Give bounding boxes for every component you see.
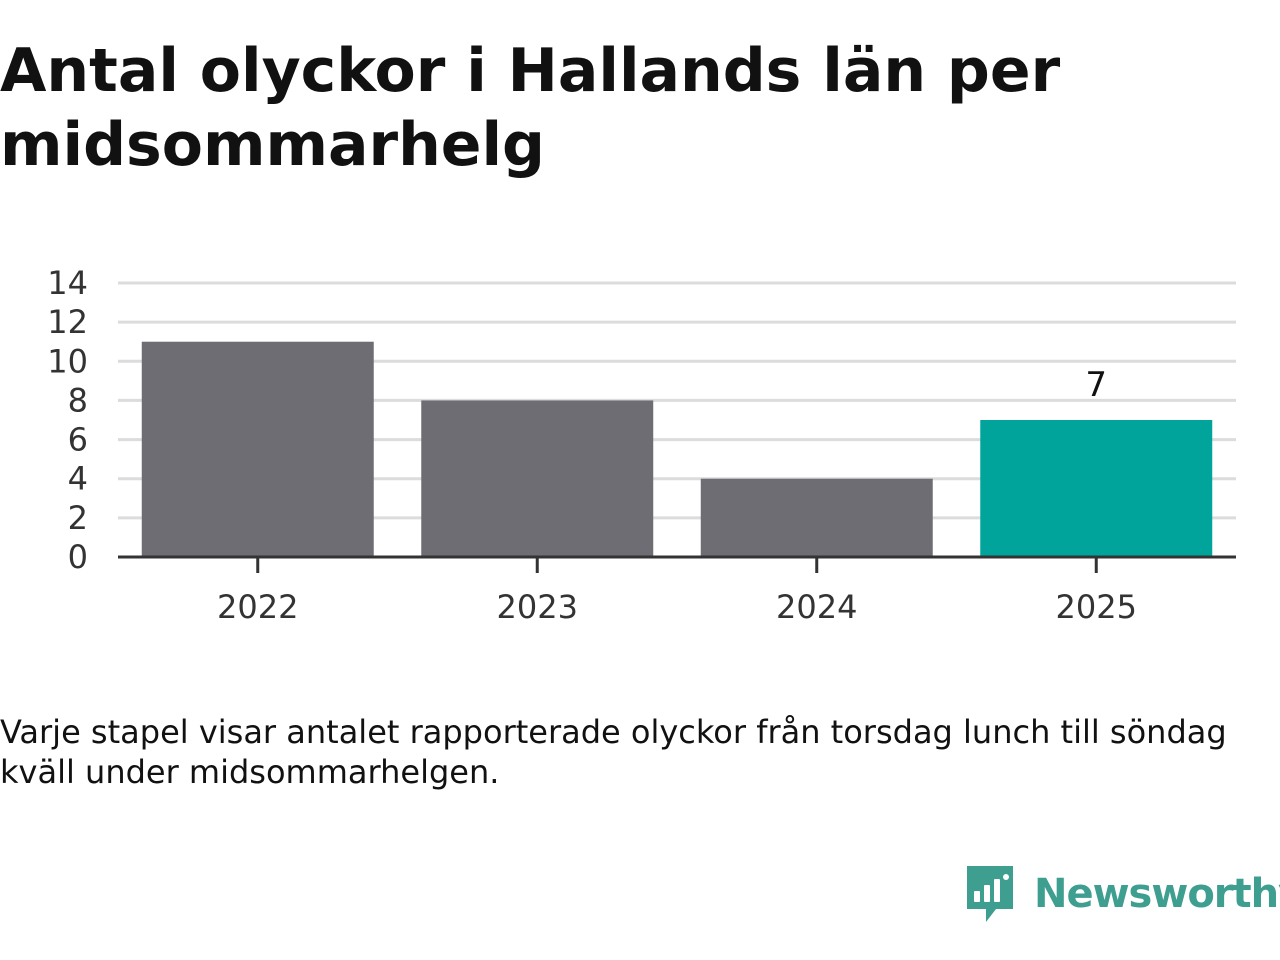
bar-2025 (980, 420, 1213, 557)
x-tick-label: 2025 (1056, 588, 1137, 626)
bar-2022 (141, 341, 374, 557)
logo-bar (984, 885, 990, 902)
data-label-2025: 7 (1085, 365, 1107, 405)
chart-caption: Varje stapel visar antalet rapporterade … (0, 713, 1227, 791)
y-tick-label: 14 (47, 264, 88, 302)
bars (141, 341, 1213, 557)
x-tick-label: 2024 (776, 588, 857, 626)
y-tick-label: 4 (68, 460, 88, 498)
x-tick-label: 2022 (217, 588, 298, 626)
chart-title: Antal olyckor i Hallands län per midsomm… (0, 36, 1061, 180)
bar-2024 (700, 478, 933, 557)
x-tick-label: 2023 (497, 588, 578, 626)
y-tick-label: 10 (47, 342, 88, 380)
brand-name: Newsworthy (1034, 871, 1280, 917)
data-labels: 7 (1085, 365, 1107, 405)
newsworthy-logo-icon (967, 866, 1013, 922)
y-tick-label: 12 (47, 303, 88, 341)
logo-bar (974, 891, 980, 902)
y-tick-label: 2 (68, 499, 88, 537)
logo-dot (1003, 874, 1009, 880)
y-tick-label: 8 (68, 381, 88, 419)
y-tick-label: 6 (68, 421, 88, 459)
logo-bar (994, 879, 1000, 902)
bar-2023 (421, 400, 654, 557)
y-tick-label: 0 (68, 538, 88, 576)
brand-logo[interactable]: Newsworthy (964, 862, 1280, 926)
